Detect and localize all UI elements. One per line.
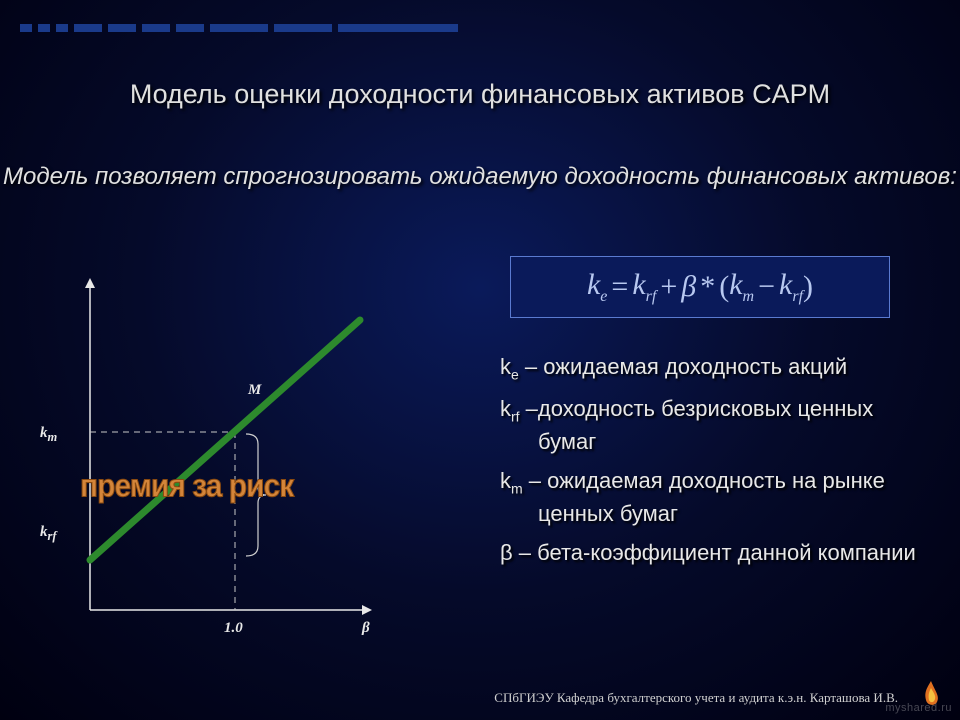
formula-beta: β bbox=[681, 270, 696, 304]
svg-text:M: M bbox=[247, 382, 262, 398]
definition-row: β – бета-коэффициент данной компании bbox=[500, 538, 920, 568]
slide-subtitle: Модель позволяет спрогнозировать ожидаем… bbox=[0, 162, 960, 192]
svg-text:β: β bbox=[361, 620, 370, 636]
chart-svg: M1.0βkmkrf bbox=[40, 270, 380, 640]
formula-krf2: krf bbox=[779, 268, 803, 306]
plus-sign: + bbox=[660, 270, 677, 304]
definition-row: ke – ожидаемая доходность акций bbox=[500, 352, 920, 384]
equals-sign: = bbox=[611, 270, 628, 304]
formula-ke: ke bbox=[587, 268, 607, 306]
definitions-list: ke – ожидаемая доходность акций krf –дохо… bbox=[500, 352, 920, 578]
footer-attribution: СПбГИЭУ Кафедра бухгалтерского учета и а… bbox=[0, 690, 960, 706]
risk-premium-label: премия за риск bbox=[80, 469, 293, 506]
asterisk-sign: * bbox=[700, 270, 715, 304]
slide-title: Модель оценки доходности финансовых акти… bbox=[0, 78, 960, 112]
decorative-top-bar bbox=[20, 24, 458, 32]
paren-close: ) bbox=[803, 270, 813, 304]
minus-sign: − bbox=[758, 270, 775, 304]
watermark: myshared.ru bbox=[885, 702, 952, 714]
svg-text:1.0: 1.0 bbox=[224, 620, 243, 636]
definition-row: km – ожидаемая доходность на рынке ценны… bbox=[500, 466, 920, 528]
paren-open: ( bbox=[719, 270, 729, 304]
capm-formula: ke = krf + β * ( km − krf ) bbox=[510, 256, 890, 318]
capm-chart: M1.0βkmkrf bbox=[40, 270, 380, 640]
formula-km: km bbox=[729, 268, 754, 306]
formula-krf1: krf bbox=[632, 268, 656, 306]
definition-row: krf –доходность безрисковых ценных бумаг bbox=[500, 394, 920, 456]
